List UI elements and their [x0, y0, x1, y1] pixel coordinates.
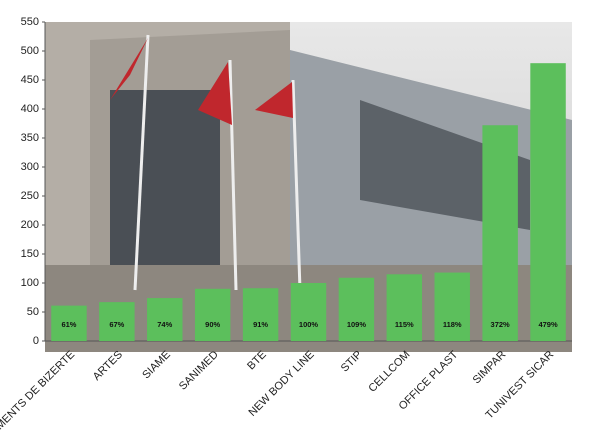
x-tick-label: CELLCOM: [366, 349, 412, 395]
x-tick-label: STIP: [339, 349, 365, 375]
value-label: 61%: [61, 320, 76, 329]
bar: [194, 288, 231, 341]
y-tick-label: 300: [21, 161, 39, 173]
bar: [482, 125, 518, 342]
y-tick-label: 200: [21, 219, 39, 231]
x-tick-label: SANIMED: [177, 349, 221, 393]
x-tick-label: BTE: [245, 349, 269, 373]
value-label: 118%: [443, 320, 462, 329]
x-tick-label: CIMENTS DE BIZERTE: [0, 349, 77, 433]
bar: [51, 305, 87, 341]
y-tick-label: 400: [21, 103, 39, 115]
value-label: 115%: [395, 320, 414, 329]
value-label: 372%: [491, 320, 511, 329]
value-label: 100%: [299, 320, 319, 329]
y-tick-label: 500: [21, 45, 39, 57]
bar: [338, 277, 375, 341]
y-tick-label: 150: [21, 248, 39, 260]
value-label: 91%: [253, 320, 268, 329]
bar: [290, 283, 327, 341]
value-label: 74%: [157, 320, 172, 329]
y-tick-label: 0: [33, 335, 39, 347]
y-tick-label: 350: [21, 132, 39, 144]
value-label: 67%: [109, 320, 124, 329]
bar: [147, 298, 183, 341]
bar: [242, 288, 279, 341]
bar: [530, 63, 566, 342]
y-tick-label: 550: [21, 16, 39, 28]
x-tick-label: SIMPAR: [471, 349, 509, 387]
bar: [99, 302, 135, 341]
x-tick-label: SIAME: [140, 349, 173, 382]
y-tick-label: 50: [27, 306, 39, 318]
value-label: 90%: [205, 320, 220, 329]
bar: [434, 272, 470, 341]
y-tick-label: 100: [21, 277, 39, 289]
y-tick-label: 250: [21, 190, 39, 202]
value-label: 479%: [538, 320, 558, 329]
value-label: 109%: [347, 320, 367, 329]
y-tick-label: 450: [21, 74, 39, 86]
x-tick-label: ARTES: [91, 349, 125, 383]
bar: [386, 274, 423, 341]
